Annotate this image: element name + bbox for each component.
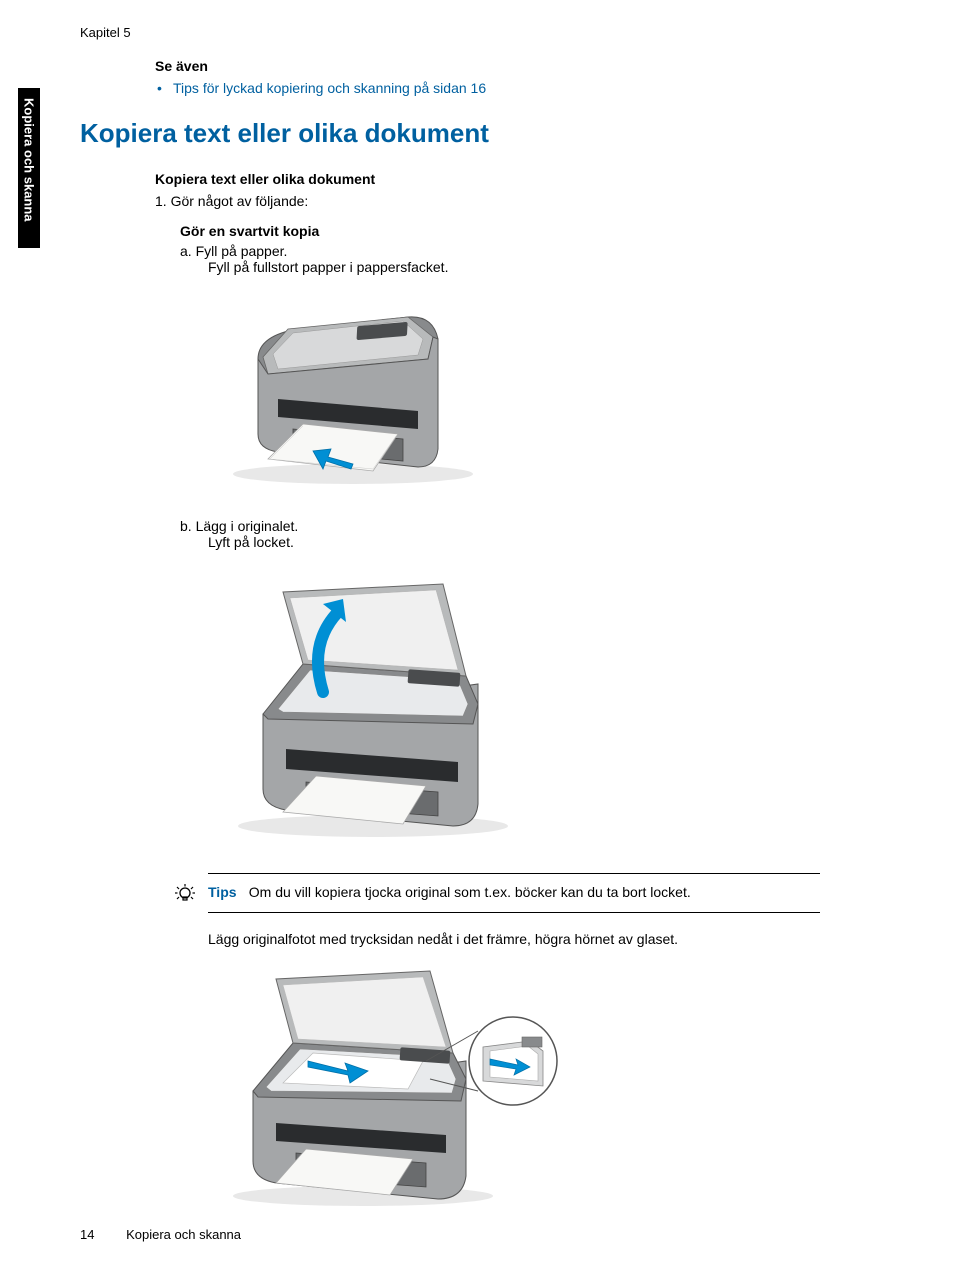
main-heading: Kopiera text eller olika dokument — [80, 118, 880, 149]
page-footer: 14 Kopiera och skanna — [80, 1227, 241, 1242]
side-tab: Kopiera och skanna — [18, 88, 40, 248]
page-number: 14 — [80, 1227, 94, 1242]
step-b: b. Lägg i originalet. — [180, 518, 880, 534]
lightbulb-icon — [174, 884, 196, 911]
printer-lift-lid-illustration — [208, 564, 880, 849]
printer-place-original-illustration — [208, 961, 880, 1216]
printer-load-paper-illustration — [208, 289, 880, 494]
tip-box: Tips Om du vill kopiera tjocka original … — [208, 873, 820, 913]
tip-text — [241, 884, 249, 900]
step-a-body: Fyll på fullstort papper i pappersfacket… — [208, 259, 880, 275]
step-a: a. Fyll på papper. — [180, 243, 880, 259]
chapter-label: Kapitel 5 — [80, 25, 880, 40]
sub-heading: Kopiera text eller olika dokument — [155, 171, 880, 187]
numbered-step: 1. Gör något av följande: — [155, 193, 880, 209]
tip-label: Tips — [208, 884, 237, 900]
tip-body: Om du vill kopiera tjocka original som t… — [249, 884, 691, 900]
after-tip-instruction: Lägg originalfotot med trycksidan nedåt … — [208, 931, 820, 947]
see-also-heading: Se även — [155, 58, 880, 74]
step-b-body: Lyft på locket. — [208, 534, 880, 550]
step-title-bw: Gör en svartvit kopia — [180, 223, 880, 239]
footer-section: Kopiera och skanna — [126, 1227, 241, 1242]
see-also-block: Se även Tips för lyckad kopiering och sk… — [155, 58, 880, 96]
see-also-link[interactable]: Tips för lyckad kopiering och skanning p… — [155, 80, 880, 96]
